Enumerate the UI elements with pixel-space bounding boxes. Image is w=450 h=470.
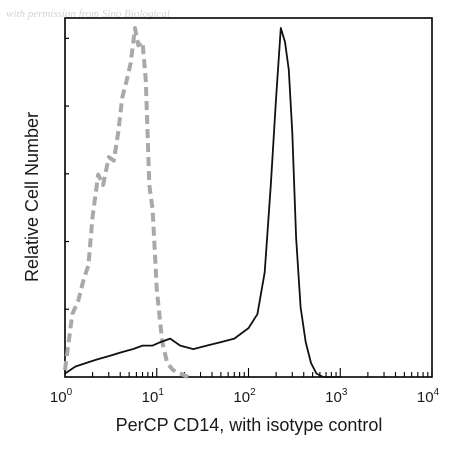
x-tick-label: 100 <box>50 387 73 406</box>
x-tick-label: 104 <box>417 387 440 406</box>
y-axis-ticks <box>65 37 69 310</box>
percp-cd14-series <box>64 27 341 378</box>
y-axis-title: Relative Cell Number <box>22 112 42 282</box>
x-axis-ticks <box>64 368 433 377</box>
x-axis-title: PerCP CD14, with isotype control <box>116 415 383 435</box>
series-layer <box>63 26 341 379</box>
x-tick-label: 103 <box>325 387 348 406</box>
plot-frame <box>64 17 433 378</box>
x-tick-label: 101 <box>142 387 165 406</box>
x-tick-label: 102 <box>233 387 256 406</box>
x-axis-tick-labels: 100 101 102 103 104 <box>50 387 440 406</box>
isotype-control-series <box>63 26 190 379</box>
watermark-text: with permission from Sino Biological <box>6 8 170 20</box>
